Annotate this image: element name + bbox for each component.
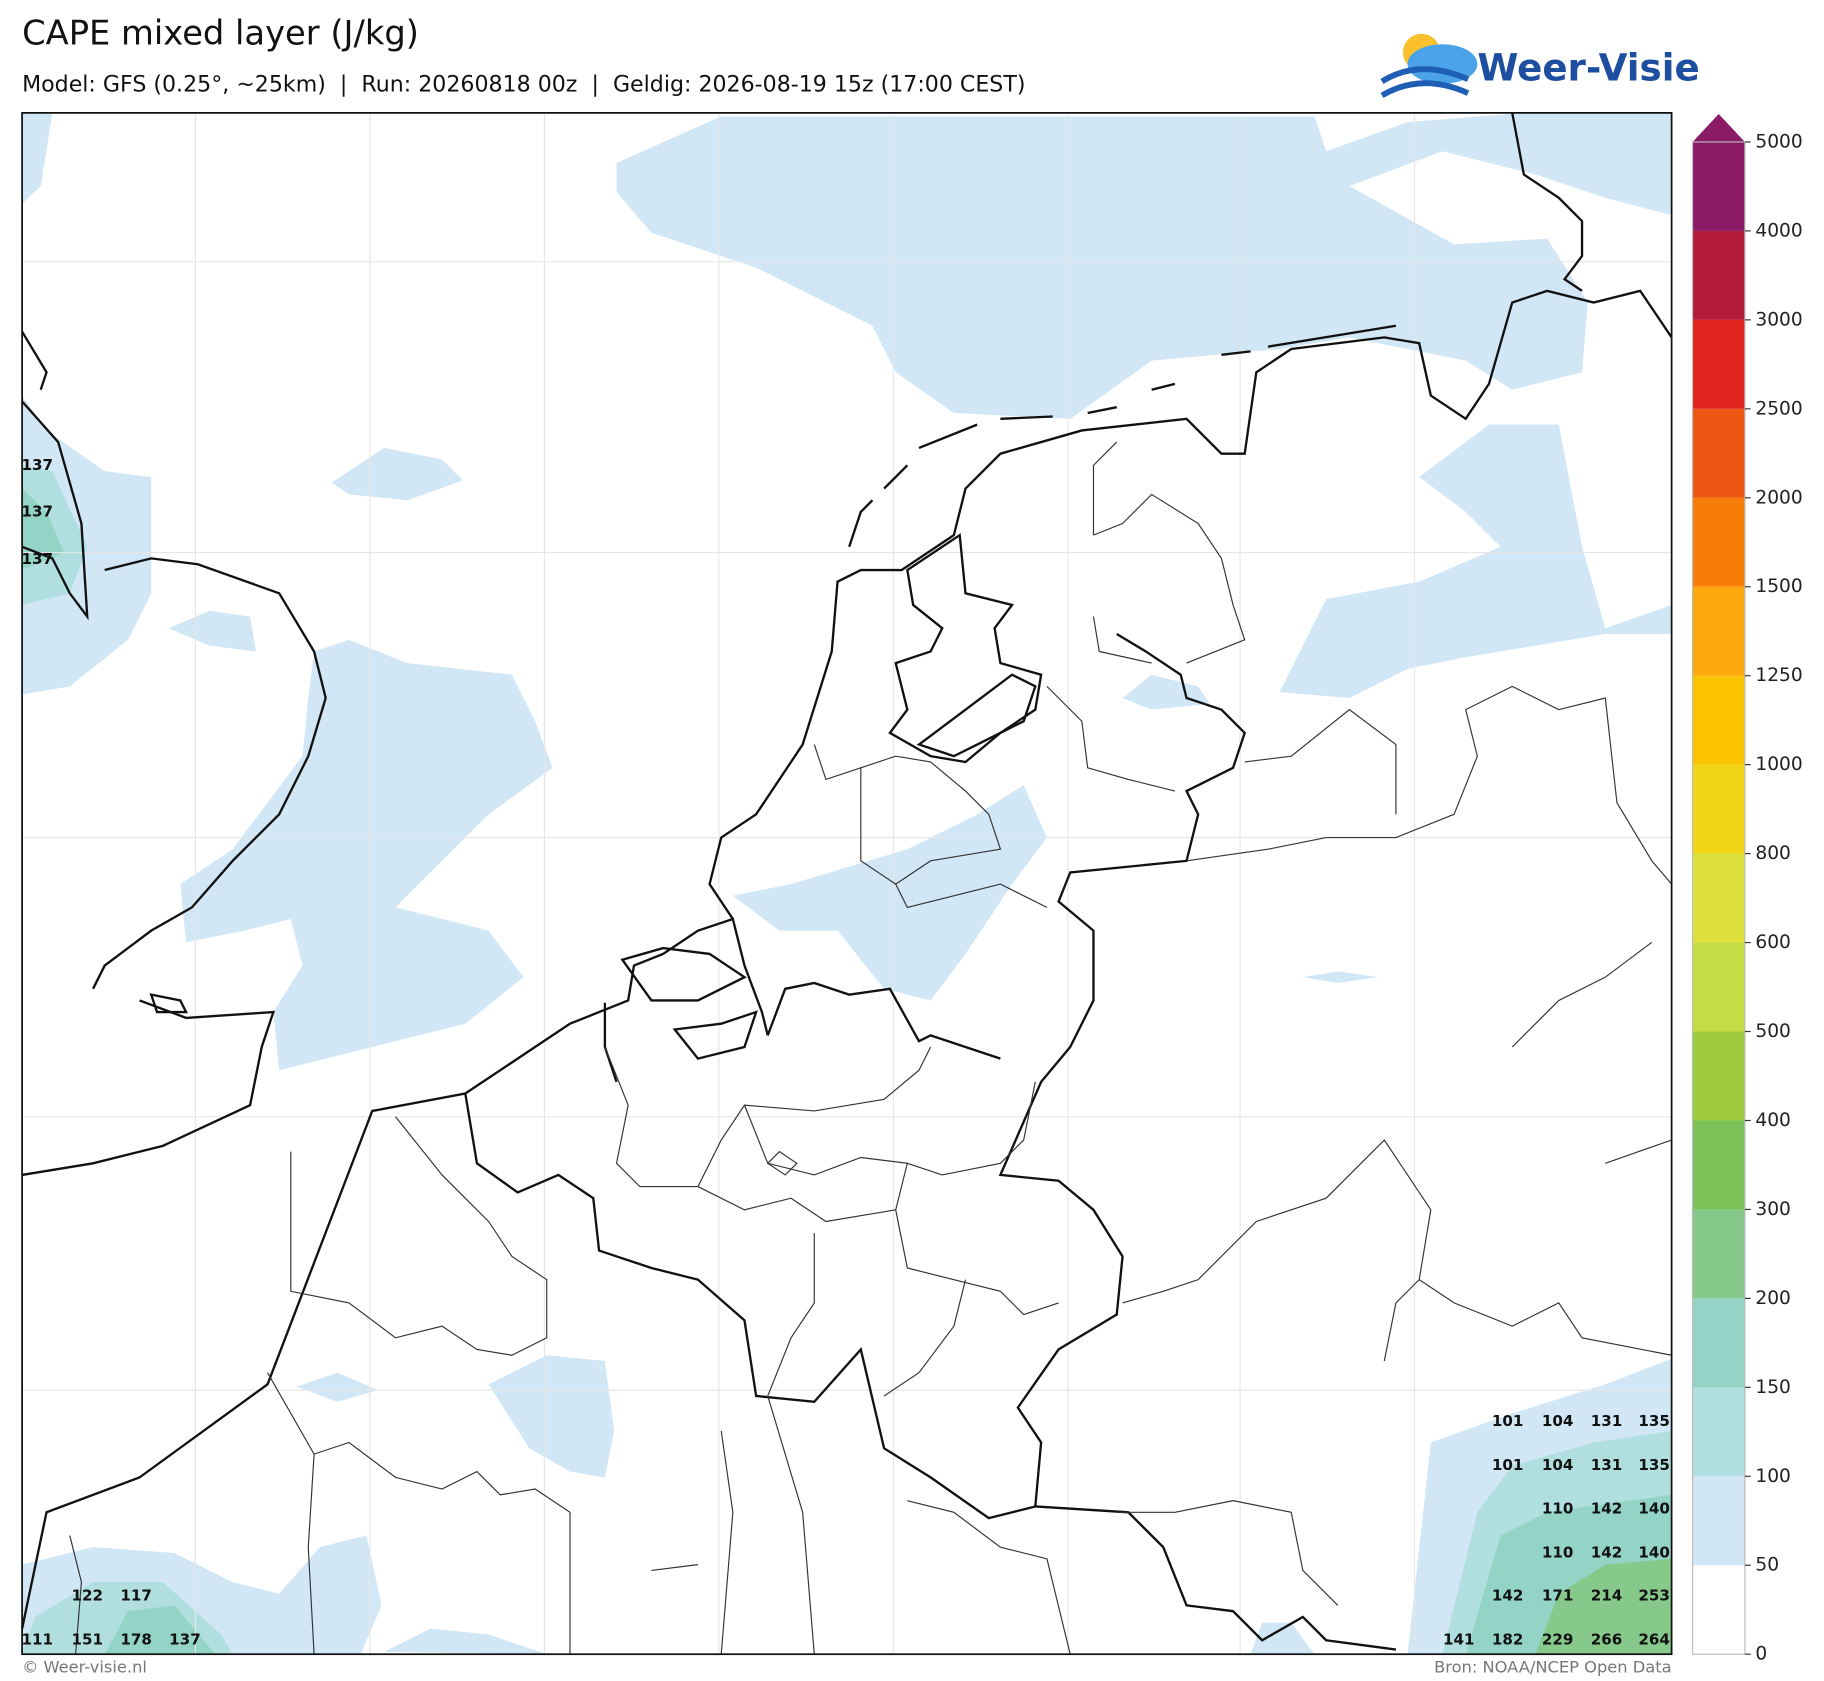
cape-value-label: 142 (1492, 1587, 1524, 1605)
colorbar-segment (1692, 1298, 1745, 1388)
colorbar-tick-label: 1250 (1755, 665, 1802, 686)
colorbar-tick-label: 100 (1755, 1466, 1791, 1487)
cape-value-label: 266 (1591, 1631, 1623, 1649)
colorbar-segment (1692, 1565, 1745, 1655)
colorbar-tick-label: 500 (1755, 1021, 1791, 1042)
colorbar-segment (1692, 497, 1745, 587)
cape-value-label: 229 (1542, 1631, 1574, 1649)
colorbar-tick-label: 800 (1755, 843, 1791, 864)
colorbar-tick-label: 5000 (1755, 131, 1802, 152)
colorbar-tick-label: 150 (1755, 1377, 1791, 1398)
cape-value-label: 110 (1542, 1499, 1574, 1517)
cape-shading-higher (22, 465, 1672, 1655)
colorbar-segment (1692, 319, 1745, 409)
colorbar-tick-label: 200 (1755, 1288, 1791, 1309)
cape-value-label: 101 (1492, 1412, 1524, 1430)
region-borders (69, 441, 1673, 1655)
coastlines (20, 112, 1673, 1629)
colorbar-tick-label: 600 (1755, 932, 1791, 953)
map-frame (21, 112, 1673, 1656)
cape-value-label: 178 (120, 1631, 152, 1649)
colorbar-segment (1692, 942, 1745, 1032)
cape-value-label: 131 (1591, 1456, 1623, 1474)
cape-value-label: 111 (21, 1631, 53, 1649)
colorbar-tick-label: 50 (1755, 1555, 1779, 1576)
footer-source: Bron: NOAA/NCEP Open Data (1434, 1658, 1672, 1677)
national-borders (464, 633, 1397, 1651)
colorbar-frame (1691, 141, 1746, 1655)
colorbar-tick-label: 0 (1755, 1644, 1767, 1665)
cape-value-label: 253 (1638, 1587, 1670, 1605)
cape-value-label: 110 (1542, 1544, 1574, 1562)
colorbar-segment (1692, 1387, 1745, 1477)
colorbar-tick-label: 1000 (1755, 754, 1802, 775)
colorbar: 0 50 100 150 200 300 400 500 600 800 1000 1250 1500 2… (1691, 114, 1803, 1665)
cape-value-label: 182 (1492, 1631, 1524, 1649)
colorbar-tick-label: 2000 (1755, 487, 1802, 508)
colorbar-tick-label: 300 (1755, 1199, 1791, 1220)
cape-value-label: 151 (71, 1631, 103, 1649)
cape-value-label: 141 (1443, 1631, 1475, 1649)
colorbar-segment (1692, 408, 1745, 498)
cape-value-label: 140 (1638, 1499, 1670, 1517)
cape-value-label: 264 (1638, 1631, 1670, 1649)
cape-value-label: 135 (1638, 1456, 1670, 1474)
colorbar-segment (1692, 764, 1745, 854)
footer-credit: © Weer-visie.nl (22, 1658, 147, 1677)
cape-value-label: 171 (1542, 1587, 1574, 1605)
point-labels: 137 137 137 122 117 111 151 178 137 101 104 131 135 1… (21, 456, 1669, 1649)
colorbar-extension (1692, 114, 1745, 142)
cape-value-label: 214 (1591, 1587, 1623, 1605)
colorbar-segment (1692, 675, 1745, 765)
cape-value-label: 140 (1638, 1544, 1670, 1562)
colorbar-segment (1692, 853, 1745, 943)
cape-value-label: 122 (71, 1587, 103, 1605)
cape-value-label: 104 (1542, 1456, 1574, 1474)
colorbar-segment (1692, 586, 1745, 676)
cape-value-label: 131 (1591, 1412, 1623, 1430)
title: CAPE mixed layer (J/kg) (22, 13, 419, 52)
colorbar-tick-label: 3000 (1755, 309, 1802, 330)
cape-value-label: 104 (1542, 1412, 1574, 1430)
colorbar-segment (1692, 1031, 1745, 1121)
cape-value-label: 137 (21, 456, 53, 474)
cape-value-label: 135 (1638, 1412, 1670, 1430)
logo: Weer-Visie (1380, 33, 1700, 98)
colorbar-segment (1692, 230, 1745, 320)
cape-value-label: 117 (120, 1587, 152, 1605)
logo-text: Weer-Visie (1477, 45, 1699, 89)
colorbar-segment (1692, 141, 1745, 231)
colorbar-tick-label: 400 (1755, 1110, 1791, 1131)
colorbar-segment (1692, 1120, 1745, 1210)
colorbar-tick-label: 1500 (1755, 576, 1802, 597)
colorbar-segment (1692, 1476, 1745, 1566)
colorbar-tick-label: 4000 (1755, 220, 1802, 241)
cape-value-label: 137 (21, 550, 53, 568)
cape-value-label: 142 (1591, 1499, 1623, 1517)
cape-value-label: 137 (21, 502, 53, 520)
cape-value-label: 137 (169, 1631, 201, 1649)
map: 137 137 137 122 117 111 151 178 137 101 104 131 135 1… (20, 112, 1673, 1656)
graticule (22, 112, 1672, 1655)
subtitle: Model: GFS (0.25°, ~25km) | Run: 2026081… (22, 71, 1025, 97)
cape-value-label: 142 (1591, 1544, 1623, 1562)
cape-value-label: 101 (1492, 1456, 1524, 1474)
colorbar-tick-label: 2500 (1755, 398, 1802, 419)
colorbar-segment (1692, 1209, 1745, 1299)
